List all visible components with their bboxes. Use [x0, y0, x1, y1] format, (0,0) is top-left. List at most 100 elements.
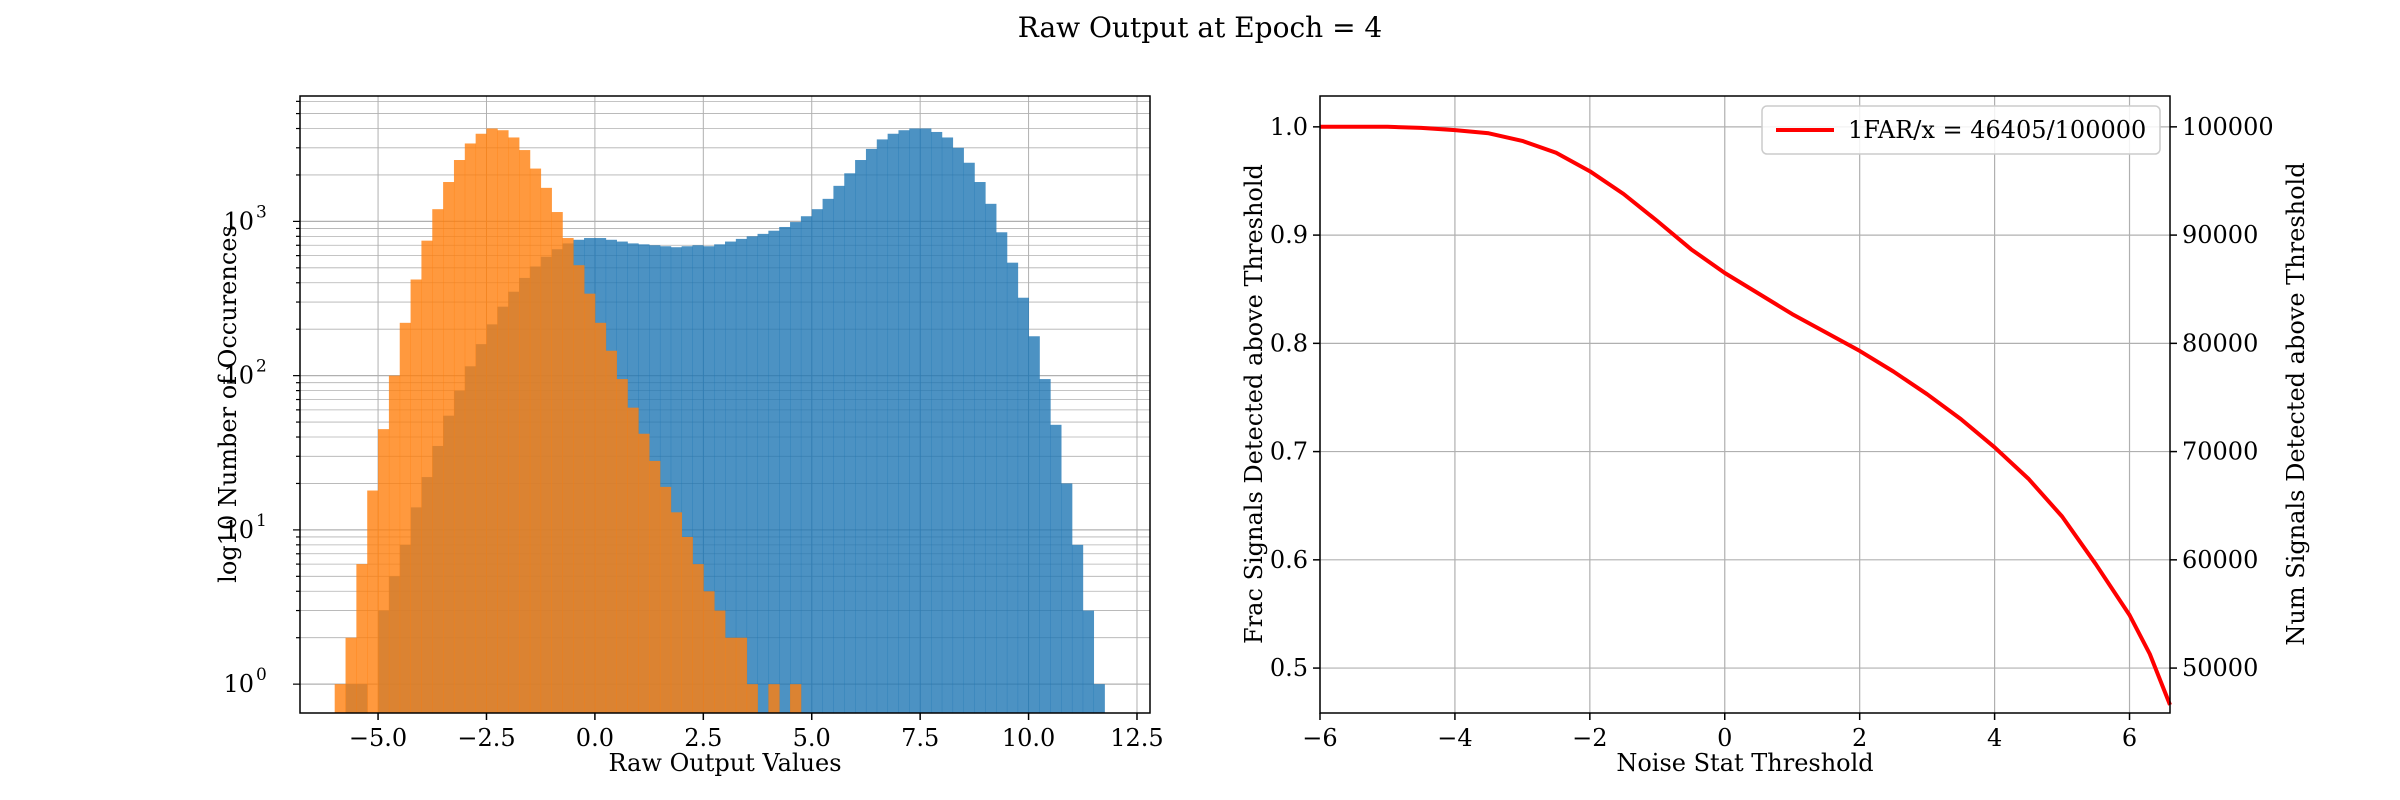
histogram-bar	[1028, 336, 1040, 713]
y-tick-exponent: 2	[256, 357, 267, 377]
histogram-bar	[703, 591, 715, 713]
histogram-bar	[584, 293, 596, 713]
histogram-bar	[1050, 424, 1062, 713]
histogram-bar	[551, 212, 563, 713]
histogram-bar	[388, 375, 401, 713]
x-tick-label: −6	[1302, 724, 1337, 752]
histogram-bar	[573, 265, 585, 713]
y-tick-label: 1.0	[1270, 113, 1308, 141]
x-tick-label: 2	[1852, 724, 1867, 752]
y-tick-label: 10	[223, 516, 254, 544]
histogram-x-axis-label: Raw Output Values	[608, 749, 841, 777]
histogram-bar	[725, 637, 737, 713]
x-tick-label: 5.0	[793, 724, 831, 752]
x-tick-label: 6	[2122, 724, 2137, 752]
histogram-bar	[714, 244, 726, 714]
histogram-bar	[735, 637, 748, 713]
histogram-bar	[703, 246, 715, 713]
histogram-bar	[692, 245, 704, 713]
histogram-bar	[659, 246, 672, 713]
x-tick-label: 12.5	[1110, 724, 1163, 752]
histogram-bar	[497, 130, 509, 714]
histogram-bar	[453, 160, 466, 713]
curve-left-y-ticks: 0.5 0.6 0.7 0.8 0.9 1.0	[1270, 113, 1320, 682]
x-tick-label: −5.0	[349, 724, 407, 752]
histogram-bar	[876, 139, 889, 713]
histogram-bar	[638, 433, 650, 713]
histogram-bar	[930, 131, 943, 713]
right-y-tick-label: 90000	[2182, 221, 2258, 249]
histogram-bar	[768, 230, 780, 713]
histogram-bar	[811, 209, 823, 714]
y-tick-label: 0.5	[1270, 654, 1308, 682]
histogram-bar	[1071, 544, 1084, 713]
right-y-tick-label: 70000	[2182, 438, 2258, 466]
y-tick-label: 10	[223, 670, 254, 698]
histogram-bar	[865, 148, 878, 713]
histogram-bar	[692, 564, 704, 713]
histogram-bar	[1082, 610, 1095, 713]
histogram-bar	[681, 536, 693, 713]
y-tick-label: 0.8	[1270, 329, 1308, 357]
y-tick-label: 10	[223, 207, 254, 235]
y-tick-exponent: 1	[256, 511, 267, 531]
histogram-bar	[1017, 297, 1029, 713]
histogram-bar	[855, 160, 867, 713]
curve-left-y-axis-label: Frac Signals Detected above Threshold	[1240, 164, 1268, 644]
histogram-bar	[768, 684, 780, 713]
curve-right-y-ticks: 50000 60000 70000 80000 90000 100000	[2170, 113, 2274, 682]
histogram-bar	[746, 236, 758, 713]
histogram-bar	[508, 137, 520, 714]
histogram-bar	[974, 182, 986, 713]
histogram-bar	[356, 564, 368, 713]
histogram-bar	[887, 133, 899, 713]
histogram-bar	[486, 128, 498, 714]
y-tick-label: 0.9	[1270, 221, 1308, 249]
y-tick-exponent: 0	[256, 665, 267, 685]
histogram-frame	[299, 95, 1151, 714]
histogram-bar	[1061, 483, 1073, 713]
y-tick-exponent: 3	[256, 202, 267, 222]
y-tick-label: 0.7	[1270, 438, 1308, 466]
histogram-bar	[670, 512, 683, 713]
histogram-bar	[735, 238, 748, 713]
histogram-bar	[757, 233, 769, 713]
histogram-bar	[996, 232, 1008, 713]
histogram-bars	[334, 128, 1105, 714]
histogram-bar	[627, 407, 639, 713]
histogram-bar	[844, 173, 856, 714]
x-tick-label: −4	[1437, 724, 1472, 752]
histogram-bar	[670, 247, 683, 713]
histogram-bar	[790, 222, 802, 713]
histogram-bar	[443, 182, 455, 713]
detection-curve-chart: −6 −4 −2 0 2 4 6 0.5 0.6 0.7 0.8 0.9 1.0 50000 60000…	[1240, 95, 2310, 777]
curve-frame	[1319, 95, 2171, 714]
histogram-bar	[529, 168, 542, 713]
histogram-bar	[681, 246, 693, 713]
histogram-bar	[421, 240, 433, 713]
curve-series-line	[1320, 124, 2172, 706]
y-tick-label: 10	[223, 362, 254, 390]
x-tick-label: 0.0	[576, 724, 614, 752]
histogram-bar	[909, 128, 921, 714]
histogram-bar	[649, 460, 661, 713]
curve-x-ticks: −6 −4 −2 0 2 4 6	[1302, 713, 2137, 752]
histogram-bar	[1039, 379, 1051, 713]
histogram-bar	[941, 137, 954, 714]
histogram-bar	[746, 684, 758, 713]
histogram-bar	[714, 610, 726, 713]
right-y-tick-label: 100000	[2182, 113, 2274, 141]
right-y-tick-label: 60000	[2182, 546, 2258, 574]
curve-grid	[1319, 96, 2170, 713]
figure-title: Raw Output at Epoch = 4	[1018, 11, 1383, 44]
histogram-y-axis-label: log10 Number of Occurences	[214, 225, 242, 583]
histogram-bar	[519, 150, 531, 713]
curve-legend: 1FAR/x = 46405/100000	[1761, 105, 2161, 155]
histogram-bar	[1093, 684, 1105, 713]
histogram-bar	[822, 198, 834, 714]
histogram-bar	[659, 486, 672, 713]
histogram-bar	[725, 241, 737, 713]
